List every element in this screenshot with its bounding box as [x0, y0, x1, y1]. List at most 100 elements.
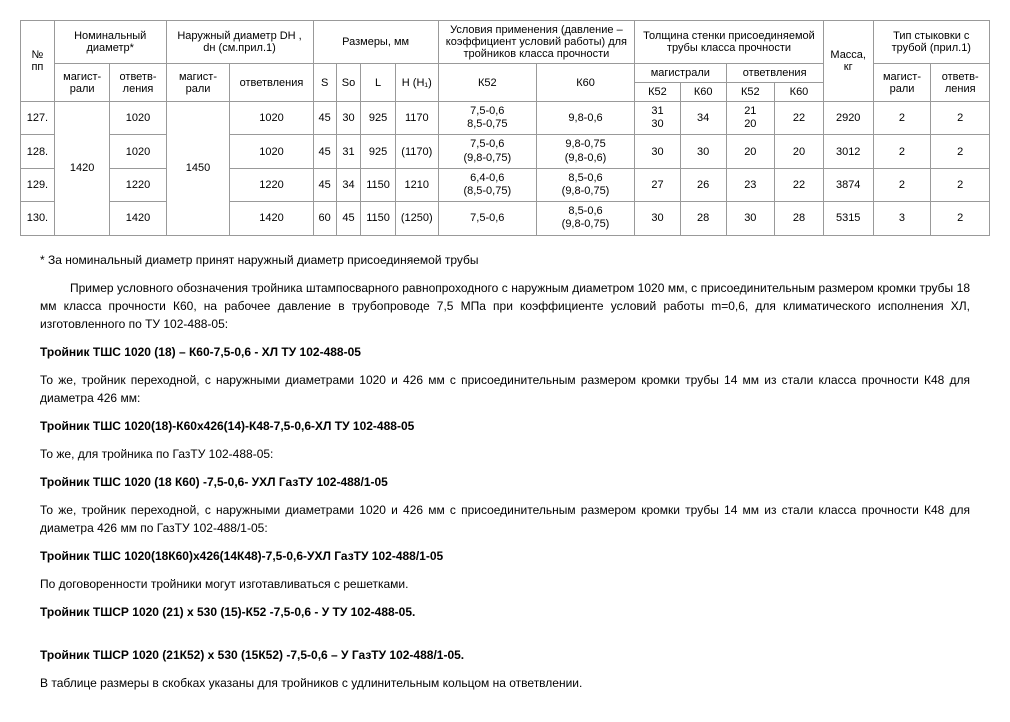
- table-cell: 45: [313, 168, 336, 201]
- code-3: Тройник ТШС 1020 (18 К60) -7,5-0,6- УХЛ …: [40, 473, 970, 491]
- header-dims: Размеры, мм: [313, 21, 438, 64]
- table-cell: 5315: [823, 202, 873, 235]
- table-cell: 60: [313, 202, 336, 235]
- header-wall: Толщина стенки присоединяемой трубы клас…: [635, 21, 824, 64]
- table-cell: 130.: [21, 202, 55, 235]
- table-cell: 28: [775, 202, 824, 235]
- header-mag: магист-рали: [54, 64, 110, 102]
- table-row: 128.102010204531925(1170)7,5-0,6(9,8-0,7…: [21, 135, 990, 168]
- table-cell: 1020: [110, 102, 166, 135]
- table-cell: 1420: [230, 202, 313, 235]
- table-cell: 8,5-0,6(9,8-0,75): [536, 168, 634, 201]
- table-cell: 2: [873, 135, 931, 168]
- table-cell: 3: [873, 202, 931, 235]
- code-6: Тройник ТШСР 1020 (21К52) х 530 (15К52) …: [40, 646, 970, 664]
- table-cell: 26: [680, 168, 726, 201]
- header-wall-mag: магистрали: [635, 64, 726, 83]
- table-cell: 1210: [395, 168, 438, 201]
- header-wall-otv: ответвления: [726, 64, 823, 83]
- header-so: So: [336, 64, 360, 102]
- table-cell: 27: [635, 168, 681, 201]
- table-cell: 127.: [21, 102, 55, 135]
- table-cell: 1150: [361, 168, 396, 201]
- header-num: № пп: [21, 21, 55, 102]
- header-h: H (H₁): [395, 64, 438, 102]
- table-cell: 22: [775, 102, 824, 135]
- table-cell: 30: [680, 135, 726, 168]
- footnote: * За номинальный диаметр принят наружный…: [40, 251, 970, 269]
- header-joint-mag: магист-рали: [873, 64, 931, 102]
- table-cell: 22: [775, 168, 824, 201]
- table-cell: 34: [336, 168, 360, 201]
- table-cell: 3012: [823, 135, 873, 168]
- header-k52: К52: [438, 64, 536, 102]
- table-cell: 30: [635, 202, 681, 235]
- paragraph-4: То же, тройник переходной, с наружными д…: [40, 501, 970, 537]
- table-cell: 2: [931, 135, 990, 168]
- header-otv2: ответвления: [230, 64, 313, 102]
- table-cell: 8,5-0,6(9,8-0,75): [536, 202, 634, 235]
- table-cell: 1020: [230, 102, 313, 135]
- table-cell: 925: [361, 135, 396, 168]
- table-cell: 1020: [110, 135, 166, 168]
- header-joint-otv: ответв-ления: [931, 64, 990, 102]
- table-cell: 925: [361, 102, 396, 135]
- header-otv: ответв-ления: [110, 64, 166, 102]
- paragraph-6: В таблице размеры в скобках указаны для …: [40, 674, 970, 692]
- table-cell: 128.: [21, 135, 55, 168]
- table-cell: 7,5-0,6: [438, 202, 536, 235]
- table-cell: 45: [313, 102, 336, 135]
- header-wo-k60: К60: [775, 83, 824, 102]
- table-cell: 45: [313, 135, 336, 168]
- table-cell: 1220: [110, 168, 166, 201]
- table-cell: 1420: [54, 102, 110, 236]
- table-cell: 129.: [21, 168, 55, 201]
- table-cell: 3874: [823, 168, 873, 201]
- table-cell: 7,5-0,6(9,8-0,75): [438, 135, 536, 168]
- table-cell: 9,8-0,6: [536, 102, 634, 135]
- header-outer-diam: Наружный диаметр DН , dн (см.прил.1): [166, 21, 313, 64]
- header-conditions: Условия применения (давление –коэффициен…: [438, 21, 634, 64]
- header-k60: К60: [536, 64, 634, 102]
- table-cell: 2: [873, 168, 931, 201]
- header-joint: Тип стыковки с трубой (прил.1): [873, 21, 989, 64]
- table-cell: 2920: [823, 102, 873, 135]
- table-cell: 34: [680, 102, 726, 135]
- header-s: S: [313, 64, 336, 102]
- table-cell: 28: [680, 202, 726, 235]
- table-cell: 20: [726, 135, 775, 168]
- table-row: 129.122012204534115012106,4-0,6(8,5-0,75…: [21, 168, 990, 201]
- header-l: L: [361, 64, 396, 102]
- paragraph-3: То же, для тройника по ГазТУ 102-488-05:: [40, 445, 970, 463]
- table-cell: 6,4-0,6(8,5-0,75): [438, 168, 536, 201]
- header-wo-k52: К52: [726, 83, 775, 102]
- header-mag2: магист-рали: [166, 64, 230, 102]
- table-cell: (1170): [395, 135, 438, 168]
- paragraph-5: По договоренности тройники могут изготав…: [40, 575, 970, 593]
- header-wm-k52: К52: [635, 83, 681, 102]
- table-cell: 2: [873, 102, 931, 135]
- table-cell: 30: [336, 102, 360, 135]
- code-1: Тройник ТШС 1020 (18) – К60-7,5-0,6 - ХЛ…: [40, 343, 970, 361]
- table-cell: 23: [726, 168, 775, 201]
- table-row: 130.1420142060451150(1250)7,5-0,68,5-0,6…: [21, 202, 990, 235]
- table-cell: 1150: [361, 202, 396, 235]
- paragraph-1: Пример условного обозначения тройника шт…: [40, 279, 970, 333]
- code-5: Тройник ТШСР 1020 (21) х 530 (15)-К52 -7…: [40, 603, 970, 621]
- code-4: Тройник ТШС 1020(18К60)х426(14К48)-7,5-0…: [40, 547, 970, 565]
- table-cell: (1250): [395, 202, 438, 235]
- table-row: 127.1420102014501020453092511707,5-0,68,…: [21, 102, 990, 135]
- table-cell: 30: [635, 135, 681, 168]
- table-cell: 1220: [230, 168, 313, 201]
- table-cell: 2: [931, 202, 990, 235]
- table-cell: 2: [931, 102, 990, 135]
- table-cell: 9,8-0,75(9,8-0,6): [536, 135, 634, 168]
- code-2: Тройник ТШС 1020(18)-К60х426(14)-К48-7,5…: [40, 417, 970, 435]
- header-nom-diam: Номинальный диаметр*: [54, 21, 166, 64]
- table-cell: 45: [336, 202, 360, 235]
- main-table: № пп Номинальный диаметр* Наружный диаме…: [20, 20, 990, 236]
- table-cell: 1020: [230, 135, 313, 168]
- table-cell: 1420: [110, 202, 166, 235]
- header-wm-k60: К60: [680, 83, 726, 102]
- header-mass: Масса, кг: [823, 21, 873, 102]
